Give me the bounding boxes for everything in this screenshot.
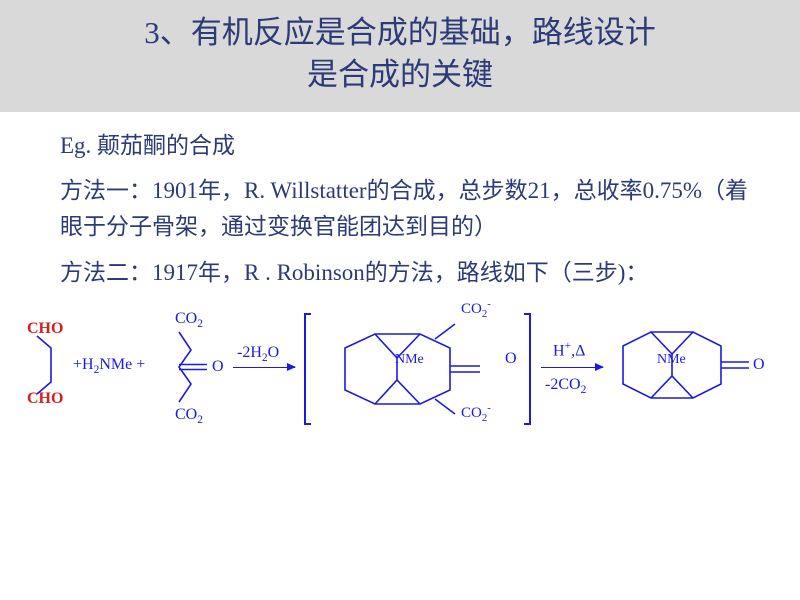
reaction-arrow-2 bbox=[541, 367, 603, 368]
slide-title: 3、有机反应是合成的基础，路线设计 是合成的关键 bbox=[0, 0, 800, 112]
ketone-o3-label: O bbox=[753, 356, 765, 374]
title-line-2: 是合成的关键 bbox=[20, 54, 780, 96]
intermediate-structure bbox=[305, 310, 530, 428]
method-2: 方法二：1917年，R . Robinson的方法，路线如下（三步)： bbox=[60, 255, 750, 291]
tropinone-structure bbox=[615, 326, 765, 411]
example-heading: Eg. 颠茄酮的合成 bbox=[60, 128, 750, 164]
co2-top-label: CO2 bbox=[175, 310, 203, 330]
h2nme-label: +H2NMe + bbox=[73, 356, 145, 376]
slide-body: Eg. 颠茄酮的合成 方法一：1901年，R. Willstatter的合成，总… bbox=[0, 112, 800, 291]
cho-top-label: CHO bbox=[27, 320, 63, 338]
method-1: 方法一：1901年，R. Willstatter的合成，总步数21，总收率0.7… bbox=[60, 173, 750, 244]
nme-label-1: NMe bbox=[395, 352, 424, 368]
co2minus-top-label: CO2- bbox=[461, 298, 491, 320]
cho-bot-label: CHO bbox=[27, 390, 63, 408]
nme-label-2: NMe bbox=[657, 352, 686, 368]
dehydration-label: -2H2O bbox=[237, 344, 279, 364]
co2-bot-label: CO2 bbox=[175, 406, 203, 426]
ketone-o2-label: O bbox=[505, 350, 517, 368]
conditions-bot-label: -2CO2 bbox=[545, 376, 586, 396]
title-line-1: 3、有机反应是合成的基础，路线设计 bbox=[20, 12, 780, 54]
reaction-scheme: CHO CHO +H2NMe + CO2 CO2 O -2H2O bbox=[25, 300, 780, 450]
conditions-top-label: H+,Δ bbox=[553, 340, 585, 360]
co2minus-bot-label: CO2- bbox=[461, 402, 491, 424]
reaction-arrow-1 bbox=[233, 367, 295, 368]
ketone-o1-label: O bbox=[212, 358, 224, 376]
